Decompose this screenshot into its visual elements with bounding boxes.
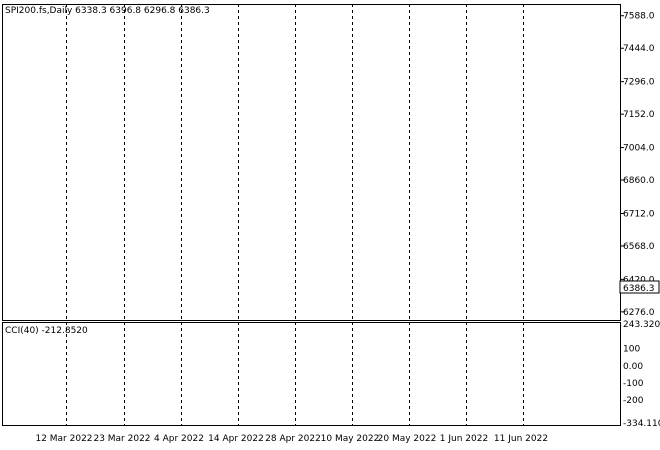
y-tick-label: 6568.0	[623, 242, 655, 252]
x-tick-label: 23 Mar 2022	[93, 434, 150, 444]
x-tick-label: 20 May 2022	[378, 434, 437, 444]
cci-tick-label: -200	[623, 396, 644, 406]
y-tick-label: 7444.0	[623, 44, 655, 54]
chart-header: SPI200.fs,Daily 6338.3 6396.8 6296.8 638…	[5, 6, 210, 16]
price-pane-frame	[2, 4, 621, 321]
x-tick-label: 11 Jun 2022	[494, 434, 548, 444]
y-tick-label: 6860.0	[623, 176, 655, 186]
price-tag-box	[619, 280, 660, 294]
cci-pane-frame	[2, 322, 621, 426]
y-tick-label: 7588.0	[623, 12, 655, 22]
y-tick-label: 7004.0	[623, 144, 655, 154]
cci-tick-label: -334.110	[623, 419, 660, 429]
x-tick-label: 28 Apr 2022	[265, 434, 321, 444]
cci-tick-label: 0.00	[623, 362, 643, 372]
cci-tick-label: -100	[623, 379, 644, 389]
price-tag: 6386.3	[623, 284, 655, 294]
y-tick-label: 6276.0	[623, 308, 655, 318]
cci-tick-label: 243.3203	[623, 320, 660, 330]
cci-label: CCI(40) -212.8520	[5, 326, 88, 336]
x-tick-label: 1 Jun 2022	[440, 434, 488, 444]
x-tick-label: 12 Mar 2022	[35, 434, 92, 444]
y-tick-label: 6712.0	[623, 209, 655, 219]
y-tick-label: 7296.0	[623, 78, 655, 88]
y-tick-label: 6420.0	[623, 275, 655, 285]
y-tick-label: 7152.0	[623, 110, 655, 120]
x-tick-label: 10 May 2022	[321, 434, 380, 444]
axes: 7588.0 7444.0 7296.0 7152.0 7004.0 6860.0 6712…	[2, 4, 660, 444]
x-tick-label: 4 Apr 2022	[154, 434, 204, 444]
x-tick-label: 14 Apr 2022	[208, 434, 264, 444]
cci-tick-label: 100	[623, 345, 640, 355]
